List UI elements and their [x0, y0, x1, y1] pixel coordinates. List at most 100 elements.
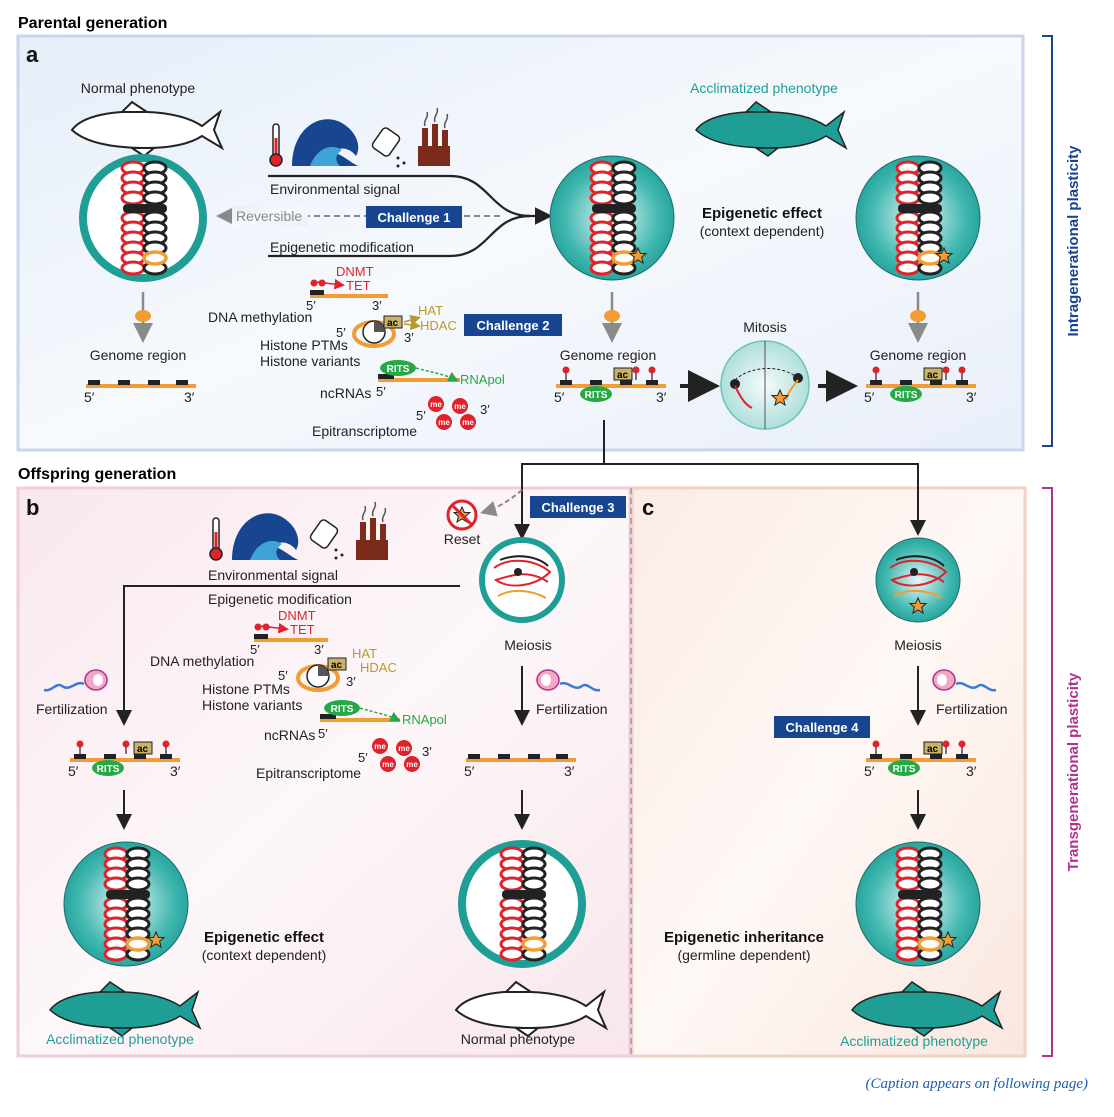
intra-bracket: [1042, 35, 1053, 447]
acclimatized-label-a: Acclimatized phenotype: [690, 80, 838, 96]
environmental-signal-label-a: Environmental signal: [270, 181, 400, 197]
rnapol-label-a: RNApol: [460, 372, 505, 387]
dna-methylation-label-a: DNA methylation: [208, 309, 312, 325]
five-prime-histone-b: 5′: [278, 668, 288, 683]
five-prime-dna-a: 5′: [306, 298, 316, 313]
five-prime-a2: 5′: [554, 389, 565, 405]
challenge-4-label: Challenge 4: [786, 720, 860, 735]
normal-phenotype-label-a: Normal phenotype: [81, 80, 196, 96]
fertilization-label-b1: Fertilization: [36, 701, 108, 717]
me-tag-a1: me: [430, 400, 442, 409]
three-prime-a2: 3′: [656, 389, 667, 405]
normal-cell-a: [79, 154, 207, 282]
ac-tag-b: ac: [331, 660, 343, 671]
modified-strand-c: ac RITS: [866, 740, 976, 776]
genome-strand-a1: [86, 380, 196, 388]
hdac-label-b: HDAC: [360, 660, 397, 675]
acclimatized-cell-a1: [549, 155, 675, 281]
five-prime-c: 5′: [864, 763, 875, 779]
thermometer-icon-b: [209, 517, 223, 561]
mitosis-label: Mitosis: [743, 319, 787, 335]
fertilization-icon-b2: [536, 669, 601, 692]
ac-tag-b2: ac: [137, 744, 149, 755]
challenge-3-badge: [530, 496, 626, 518]
challenge-3-label: Challenge 3: [542, 500, 615, 515]
epigenetic-modification-label-b: Epigenetic modification: [208, 591, 352, 607]
ac-tag-c: ac: [927, 744, 939, 755]
rits-tag-a2: RITS: [585, 390, 608, 401]
modified-strand-a3: ac RITS: [866, 366, 976, 402]
challenge-2-badge: [464, 314, 562, 336]
histone-ptms-label-b: Histone PTMs: [202, 681, 290, 697]
three-prime-b2: 3′: [564, 763, 575, 779]
context-dependent-label-a: (context dependent): [700, 223, 825, 239]
meiosis-label-b: Meiosis: [504, 637, 551, 653]
five-prime-ncrna-a: 5′: [376, 384, 386, 399]
factory-icon: [418, 107, 450, 166]
acclimatized-cell-c: [855, 841, 981, 967]
intra-label: Intragenerational plasticity: [1065, 145, 1082, 337]
three-prime-dna-a: 3′: [372, 298, 382, 313]
factory-icon-b: [356, 501, 388, 560]
five-prime-a1: 5′: [84, 389, 95, 405]
panel-a-label: a: [26, 42, 39, 67]
dnmt-label-a: DNMT: [336, 264, 374, 279]
five-prime-epi-b: 5′: [358, 750, 368, 765]
trans-label: Transgenerational plasticity: [1065, 672, 1082, 871]
rnapol-label-b: RNApol: [402, 712, 447, 727]
rits-tag-b2: RITS: [97, 764, 120, 775]
normal-strand-b: [466, 754, 576, 762]
acclimatized-label-c: Acclimatized phenotype: [840, 1033, 988, 1049]
five-prime-b2: 5′: [464, 763, 475, 779]
five-prime-ncrna-b: 5′: [318, 726, 328, 741]
fertilization-icon-b1: [43, 669, 108, 692]
three-prime-b1: 3′: [170, 763, 181, 779]
normal-phenotype-label-b: Normal phenotype: [461, 1031, 576, 1047]
me-tag-a3: me: [438, 418, 450, 427]
trans-bracket: [1042, 487, 1053, 1057]
challenge-2-label: Challenge 2: [477, 318, 550, 333]
me-tag-b4: me: [406, 760, 418, 769]
challenge-4-badge: [774, 716, 870, 738]
three-prime-epi-a: 3′: [480, 402, 490, 417]
panel-c-label: c: [642, 495, 654, 520]
fertilization-icon-c: [932, 669, 997, 692]
wave-icon-b: [232, 513, 299, 560]
three-prime-c: 3′: [966, 763, 977, 779]
dna-methylation-label-b: DNA methylation: [150, 653, 254, 669]
epigenetic-modification-label-a: Epigenetic modification: [270, 239, 414, 255]
five-prime-epi-a: 5′: [416, 408, 426, 423]
five-prime-a3: 5′: [864, 389, 875, 405]
rits-tag-a3: RITS: [895, 390, 918, 401]
reversible-label: Reversible: [236, 208, 302, 224]
genome-region-label-a3: Genome region: [870, 347, 967, 363]
five-prime-b1: 5′: [68, 763, 79, 779]
fertilization-label-c: Fertilization: [936, 701, 1008, 717]
salt-shaker-icon: [371, 127, 406, 168]
three-prime-dna-b: 3′: [314, 642, 324, 657]
germline-dependent-label: (germline dependent): [677, 947, 810, 963]
modified-strand-b: ac RITS: [70, 740, 180, 776]
ac-tag-a2: ac: [617, 370, 629, 381]
three-prime-histone-a: 3′: [404, 330, 414, 345]
thermometer-icon: [269, 123, 283, 167]
offspring-heading: Offspring generation: [18, 466, 176, 483]
acclimatized-cell-b: [63, 841, 189, 967]
reset-label: Reset: [444, 531, 481, 547]
five-prime-histone-a: 5′: [336, 325, 346, 340]
hdac-label-a: HDAC: [420, 318, 457, 333]
me-tag-a2: me: [454, 402, 466, 411]
genome-region-label-a1: Genome region: [90, 347, 187, 363]
parental-heading: Parental generation: [18, 15, 167, 32]
five-prime-dna-b: 5′: [250, 642, 260, 657]
epigenetic-effect-label-b: Epigenetic effect: [204, 929, 324, 946]
fertilization-label-b2: Fertilization: [536, 701, 608, 717]
me-tag-b2: me: [398, 744, 410, 753]
histone-variants-label-a: Histone variants: [260, 353, 360, 369]
mechanism-legend-b: DNMT TET 5′ 3′ DNA methylation ac HAT HD…: [150, 608, 447, 781]
hat-label-b: HAT: [352, 646, 377, 661]
meiosis-cell-b: [479, 537, 565, 623]
rits-tag-b1: RITS: [331, 704, 354, 715]
me-tag-a4: me: [462, 418, 474, 427]
